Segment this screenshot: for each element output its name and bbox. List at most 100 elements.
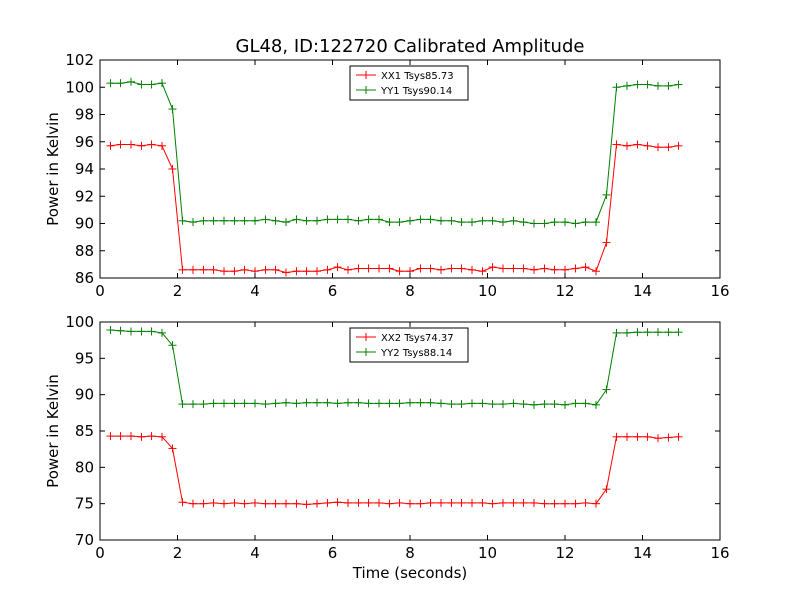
data-point (302, 216, 311, 225)
data-point (282, 499, 290, 508)
data-point (488, 400, 497, 409)
data-point (654, 81, 662, 90)
data-point (292, 399, 301, 408)
data-point (571, 499, 580, 508)
data-point (571, 399, 580, 408)
data-point (499, 400, 507, 409)
data-point (240, 399, 249, 408)
data-point (540, 499, 549, 508)
data-point (612, 83, 621, 92)
data-point (375, 264, 383, 273)
data-point (106, 432, 115, 441)
data-point (509, 216, 518, 225)
data-point (447, 498, 456, 507)
y-tick-label: 80 (75, 458, 94, 476)
data-point (158, 328, 166, 337)
data-point (354, 264, 363, 273)
data-point (209, 216, 218, 225)
legend-item: YY2 Tsys88.14 (356, 348, 452, 359)
data-point (643, 328, 652, 337)
data-point (654, 328, 662, 337)
data-point (354, 398, 363, 407)
data-point (416, 215, 425, 224)
data-point (127, 140, 135, 149)
data-point (199, 265, 208, 274)
data-point (209, 399, 218, 408)
data-point (127, 327, 135, 336)
data-point (437, 265, 445, 274)
data-point (230, 498, 239, 507)
data-point (478, 498, 487, 507)
data-point (251, 498, 259, 507)
data-point (499, 218, 507, 227)
data-point (323, 398, 332, 407)
data-point (292, 499, 301, 508)
data-point (674, 328, 683, 337)
data-point (313, 398, 321, 407)
data-point (468, 399, 476, 408)
data-point (106, 141, 115, 150)
data-point (147, 80, 156, 89)
y-tick-label: 94 (75, 160, 94, 178)
data-point (395, 399, 404, 408)
x-axis-label: Time (seconds) (352, 564, 468, 582)
legend-box (349, 327, 469, 363)
data-point (364, 264, 373, 273)
series-line (110, 435, 679, 505)
data-point (592, 400, 600, 409)
data-point (116, 432, 125, 441)
x-tick-label: 6 (328, 282, 338, 300)
data-point (509, 399, 518, 408)
data-point (457, 218, 466, 227)
data-point (189, 499, 197, 508)
data-point (581, 218, 590, 227)
legend-label: XX2 Tsys74.37 (381, 333, 454, 344)
data-point (509, 498, 518, 507)
data-point (530, 265, 538, 274)
data-point (623, 328, 631, 337)
x-tick-label: 2 (173, 282, 183, 300)
y-tick-label: 96 (75, 133, 94, 151)
data-point (313, 267, 321, 276)
x-tick-label: 0 (95, 544, 105, 562)
data-point (633, 328, 642, 337)
data-point (127, 77, 135, 86)
data-point (261, 499, 270, 508)
data-point (478, 267, 487, 276)
series-1-2 (106, 77, 683, 228)
data-point (550, 265, 559, 274)
data-point (261, 400, 270, 409)
data-point (581, 263, 590, 272)
data-point (375, 498, 383, 507)
data-point (612, 328, 621, 337)
data-point (623, 81, 631, 90)
data-point (519, 218, 528, 227)
data-point (468, 218, 476, 227)
data-point (323, 265, 332, 274)
data-point (344, 398, 352, 407)
series-line (110, 81, 679, 225)
data-point (643, 80, 652, 89)
data-point (664, 81, 673, 90)
data-point (199, 499, 208, 508)
data-point (426, 398, 435, 407)
y-tick-label: 90 (75, 215, 94, 233)
x-tick-label: 8 (405, 544, 415, 562)
data-point (406, 398, 414, 407)
data-point (178, 216, 187, 225)
data-point (189, 265, 197, 274)
data-point (395, 498, 404, 507)
data-point (519, 264, 528, 273)
data-point (488, 263, 497, 272)
data-point (282, 268, 290, 277)
data-point (354, 498, 363, 507)
data-point (209, 498, 218, 507)
data-point (426, 264, 435, 273)
legend: XX2 Tsys74.37 YY2 Tsys88.14 (349, 327, 469, 363)
data-point (674, 141, 683, 150)
y-tick-label: 70 (75, 531, 94, 549)
y-tick-label: 90 (75, 386, 94, 404)
data-point (602, 385, 611, 394)
data-point (437, 498, 445, 507)
